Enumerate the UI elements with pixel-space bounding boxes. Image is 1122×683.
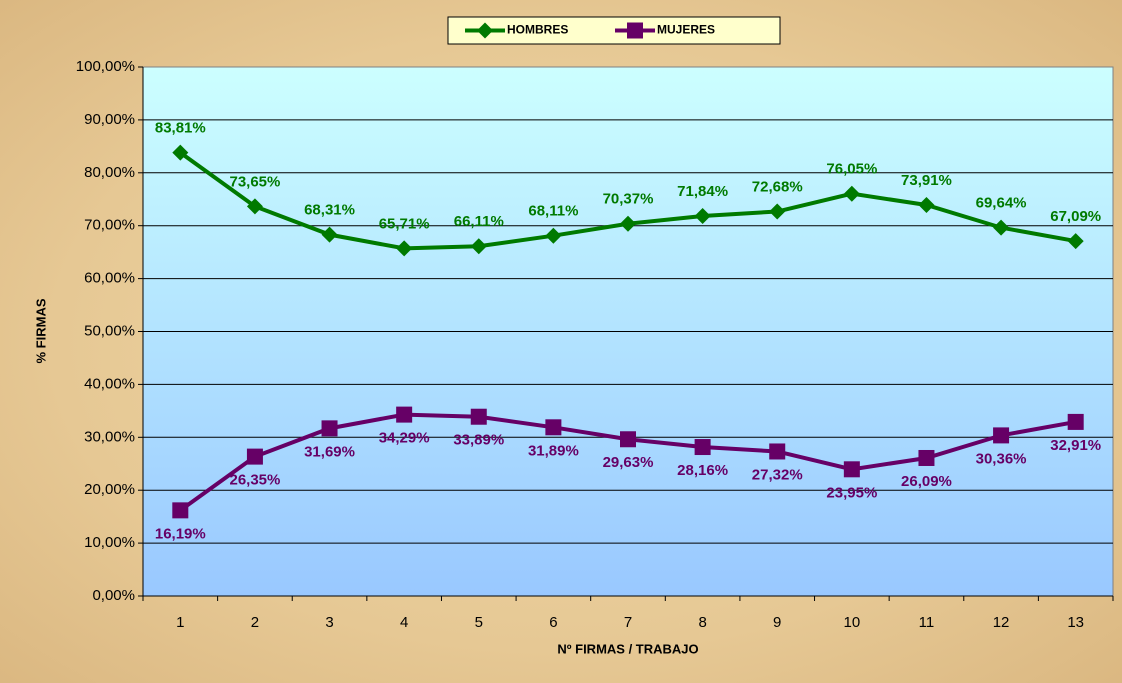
data-label: 69,64%: [976, 195, 1027, 212]
data-point: [545, 419, 562, 436]
y-tick-label: 30,00%: [84, 428, 135, 445]
data-label: 29,63%: [603, 454, 654, 471]
data-label: 68,11%: [528, 203, 578, 220]
data-point: [321, 226, 338, 243]
data-label: 26,35%: [229, 472, 280, 489]
legend-marker: [627, 22, 643, 39]
x-tick-label: 4: [400, 614, 408, 631]
data-point: [246, 448, 263, 465]
x-tick-label: 12: [993, 614, 1010, 631]
y-tick-label: 70,00%: [84, 217, 135, 234]
x-tick-label: 1: [176, 614, 184, 631]
x-tick-label: 2: [251, 614, 259, 631]
y-tick-label: 40,00%: [84, 375, 135, 392]
data-label: 68,31%: [304, 202, 355, 219]
data-point: [993, 427, 1010, 444]
x-tick-label: 11: [919, 614, 935, 631]
data-label: 28,16%: [677, 462, 728, 479]
data-point: [620, 215, 636, 232]
data-point: [843, 185, 860, 202]
data-point: [769, 203, 786, 220]
legend-marker: [477, 22, 493, 39]
x-tick-label: 6: [549, 614, 557, 631]
x-tick-label: 13: [1067, 614, 1084, 631]
data-point: [918, 197, 935, 214]
data-label: 73,91%: [901, 172, 952, 189]
x-axis-label: Nº FIRMAS / TRABAJO: [557, 641, 698, 656]
data-point: [396, 240, 413, 257]
data-label: 33,89%: [453, 432, 504, 449]
data-point: [470, 238, 487, 255]
data-label: 34,29%: [379, 430, 430, 447]
data-point: [993, 219, 1010, 236]
x-tick-label: 10: [844, 614, 861, 631]
data-point: [769, 443, 786, 460]
data-point: [470, 408, 487, 425]
data-point: [1067, 233, 1084, 250]
data-label: 26,09%: [901, 473, 952, 490]
y-tick-label: 100,00%: [76, 58, 135, 75]
y-tick-label: 50,00%: [84, 322, 135, 339]
data-label: 67,09%: [1050, 208, 1101, 225]
data-point: [545, 227, 562, 244]
data-label: 73,65%: [229, 173, 280, 190]
data-label: 66,11%: [454, 213, 504, 230]
data-label: 27,32%: [752, 466, 803, 483]
data-label: 72,68%: [752, 178, 803, 195]
x-tick-label: 7: [624, 614, 632, 631]
data-label: 31,69%: [304, 443, 355, 460]
legend-label: HOMBRES: [507, 23, 568, 37]
data-point: [918, 449, 935, 466]
data-label: 30,36%: [976, 450, 1027, 467]
y-tick-label: 90,00%: [84, 111, 135, 128]
data-label: 70,37%: [603, 191, 654, 208]
data-point: [1067, 413, 1084, 430]
data-point: [396, 406, 413, 423]
y-tick-label: 10,00%: [84, 534, 135, 551]
x-tick-label: 5: [475, 614, 483, 631]
data-label: 16,19%: [155, 525, 206, 542]
data-label: 31,89%: [528, 442, 579, 459]
legend-label: MUJERES: [657, 23, 715, 37]
y-tick-label: 0,00%: [92, 587, 135, 604]
data-point: [172, 144, 189, 161]
data-point: [694, 207, 711, 224]
data-label: 23,95%: [826, 484, 877, 501]
data-label: 71,84%: [677, 183, 728, 200]
data-point: [246, 198, 263, 215]
x-tick-label: 8: [698, 614, 706, 631]
data-label: 83,81%: [155, 120, 206, 137]
data-label: 32,91%: [1050, 437, 1101, 454]
data-point: [321, 420, 338, 437]
data-point: [694, 439, 711, 456]
y-tick-label: 60,00%: [84, 270, 135, 287]
x-tick-label: 9: [773, 614, 781, 631]
y-tick-label: 80,00%: [84, 164, 135, 181]
data-label: 76,05%: [826, 161, 877, 178]
x-tick-label: 3: [325, 614, 333, 631]
y-tick-label: 20,00%: [84, 481, 135, 498]
y-axis-label: % FIRMAS: [33, 298, 48, 363]
data-point: [172, 502, 189, 519]
data-point: [620, 431, 636, 448]
data-point: [843, 461, 860, 478]
data-label: 65,71%: [379, 215, 430, 232]
